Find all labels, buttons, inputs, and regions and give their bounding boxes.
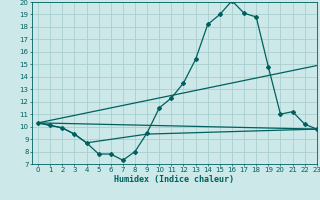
X-axis label: Humidex (Indice chaleur): Humidex (Indice chaleur) bbox=[115, 175, 234, 184]
